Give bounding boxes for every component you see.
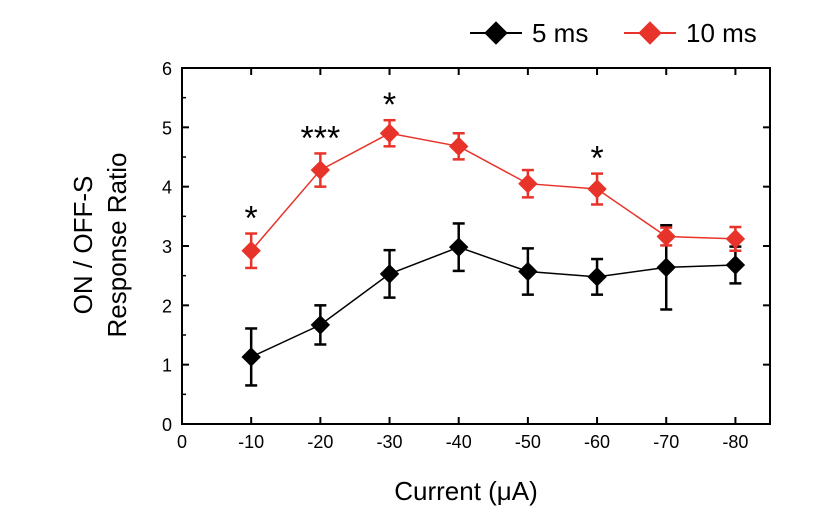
y-tick-label: 5 [162, 118, 172, 138]
data-point [379, 264, 400, 284]
series-5-ms [241, 222, 746, 387]
y-tick-label: 4 [162, 178, 172, 198]
legend-layer: 5 ms 10 ms [470, 18, 757, 48]
data-point [310, 315, 331, 335]
data-point [587, 179, 607, 199]
significance-annotation: * [245, 200, 258, 238]
plot-frame [181, 67, 771, 425]
series-line [250, 132, 736, 252]
legend-marker [638, 21, 662, 45]
data-point [587, 267, 607, 287]
y-axis-title-line-2: Response Ratio [102, 153, 132, 338]
significance-annotation: * [383, 86, 396, 124]
x-tick-label: 0 [177, 432, 187, 452]
x-tick-label: -70 [653, 432, 679, 452]
legend-label: 5 ms [532, 18, 588, 48]
y-tick-label: 6 [162, 59, 172, 79]
data-point [448, 136, 469, 157]
x-tick-label: -50 [515, 432, 541, 452]
x-axis-title: Current (μA) [394, 476, 538, 506]
data-point [241, 241, 261, 261]
data-point [656, 257, 676, 278]
x-tick-label: -30 [377, 432, 403, 452]
annotation-layer: ****** [245, 86, 604, 237]
data-point [518, 261, 538, 282]
data-point [725, 255, 746, 275]
y-axis-title-line-1: ON / OFF-S [68, 176, 98, 315]
y-axis-title-group: ON / OFF-S Response Ratio [68, 153, 132, 338]
series-10-ms [241, 118, 746, 270]
y-tick-label: 2 [162, 296, 172, 316]
series-line [250, 246, 736, 358]
significance-annotation: *** [301, 119, 341, 157]
significance-annotation: * [590, 140, 603, 178]
data-point [448, 237, 469, 257]
x-tick-label: -60 [584, 432, 610, 452]
x-tick-label: -80 [722, 432, 748, 452]
data-point [518, 173, 538, 194]
x-tick-label: -40 [446, 432, 472, 452]
data-point [656, 226, 676, 247]
axes-layer: 0 1 2 3 4 5 6 0 -10 -20 -30 -40 -50 -60 -70 -80 [162, 59, 771, 452]
legend-label: 10 ms [686, 18, 757, 48]
y-tick-label: 1 [162, 356, 172, 376]
data-point [241, 347, 261, 367]
x-tick-label: -20 [307, 432, 333, 452]
legend-item: 5 ms [470, 18, 588, 48]
series-layer [241, 118, 746, 387]
legend-item: 10 ms [624, 18, 757, 48]
y-tick-label: 3 [162, 237, 172, 257]
data-point [379, 123, 400, 143]
legend-marker [484, 21, 508, 45]
x-tick-label: -10 [238, 432, 264, 452]
data-point [725, 229, 746, 249]
y-tick-label: 0 [162, 415, 172, 435]
data-point [310, 160, 331, 180]
